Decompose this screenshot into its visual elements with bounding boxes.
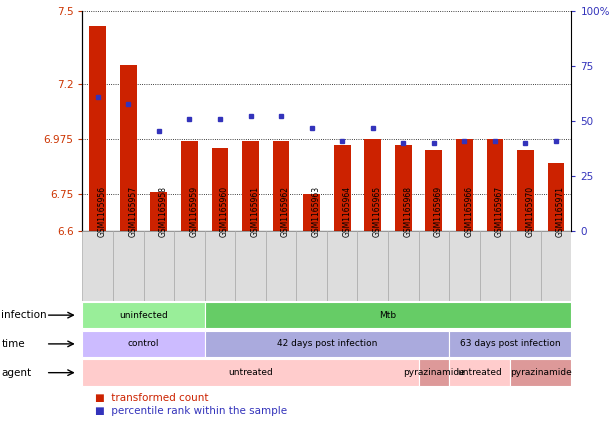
Text: GSM1165969: GSM1165969 <box>434 185 443 236</box>
Text: pyrazinamide: pyrazinamide <box>510 368 572 377</box>
Text: GSM1165963: GSM1165963 <box>312 185 321 236</box>
Bar <box>327 231 357 301</box>
Bar <box>388 231 419 301</box>
Bar <box>113 231 144 301</box>
Bar <box>242 140 259 231</box>
Bar <box>419 231 449 301</box>
Bar <box>235 231 266 301</box>
Bar <box>82 331 205 357</box>
Bar <box>449 360 510 386</box>
Bar <box>303 194 320 231</box>
Text: GSM1165958: GSM1165958 <box>159 186 168 236</box>
Text: pyrazinamide: pyrazinamide <box>403 368 465 377</box>
Bar <box>89 26 106 231</box>
Bar <box>517 150 534 231</box>
Bar <box>205 331 449 357</box>
Text: 42 days post infection: 42 days post infection <box>277 339 377 349</box>
Text: GSM1165956: GSM1165956 <box>98 185 107 236</box>
Bar <box>456 139 473 231</box>
Bar <box>419 360 449 386</box>
Text: untreated: untreated <box>457 368 502 377</box>
Text: GSM1165965: GSM1165965 <box>373 185 382 236</box>
Text: GSM1165966: GSM1165966 <box>464 185 474 236</box>
Text: Mtb: Mtb <box>379 310 397 320</box>
Text: GSM1165959: GSM1165959 <box>189 185 199 236</box>
Bar <box>395 146 412 231</box>
Text: GSM1165960: GSM1165960 <box>220 185 229 236</box>
Bar <box>449 331 571 357</box>
Text: infection: infection <box>1 310 47 320</box>
Bar <box>541 231 571 301</box>
Text: ■  percentile rank within the sample: ■ percentile rank within the sample <box>95 406 287 416</box>
Text: GSM1165961: GSM1165961 <box>251 186 260 236</box>
Text: GSM1165970: GSM1165970 <box>525 185 535 236</box>
Text: ■  transformed count: ■ transformed count <box>95 393 208 403</box>
Bar <box>174 231 205 301</box>
Bar <box>181 140 198 231</box>
Text: GSM1165962: GSM1165962 <box>281 186 290 236</box>
Bar <box>357 231 388 301</box>
Text: GSM1165971: GSM1165971 <box>556 186 565 236</box>
Text: 63 days post infection: 63 days post infection <box>460 339 560 349</box>
Bar <box>480 231 510 301</box>
Text: agent: agent <box>1 368 31 378</box>
Bar <box>211 148 229 231</box>
Text: GSM1165957: GSM1165957 <box>128 185 137 236</box>
Bar <box>266 231 296 301</box>
Bar <box>205 231 235 301</box>
Bar <box>547 162 565 231</box>
Bar <box>273 140 290 231</box>
Text: GSM1165964: GSM1165964 <box>342 185 351 236</box>
Bar <box>486 139 503 231</box>
Bar <box>82 360 419 386</box>
Text: time: time <box>1 339 25 349</box>
Bar <box>144 231 174 301</box>
Bar <box>364 139 381 231</box>
Text: uninfected: uninfected <box>119 310 168 320</box>
Bar <box>82 231 113 301</box>
Bar <box>120 65 137 231</box>
Bar <box>82 302 205 328</box>
Text: GSM1165968: GSM1165968 <box>403 186 412 236</box>
Text: GSM1165967: GSM1165967 <box>495 185 504 236</box>
Bar <box>510 360 571 386</box>
Text: control: control <box>128 339 159 349</box>
Bar <box>510 231 541 301</box>
Bar <box>296 231 327 301</box>
Bar <box>449 231 480 301</box>
Bar <box>425 150 442 231</box>
Bar <box>150 192 167 231</box>
Bar <box>205 302 571 328</box>
Text: untreated: untreated <box>228 368 273 377</box>
Bar <box>334 146 351 231</box>
